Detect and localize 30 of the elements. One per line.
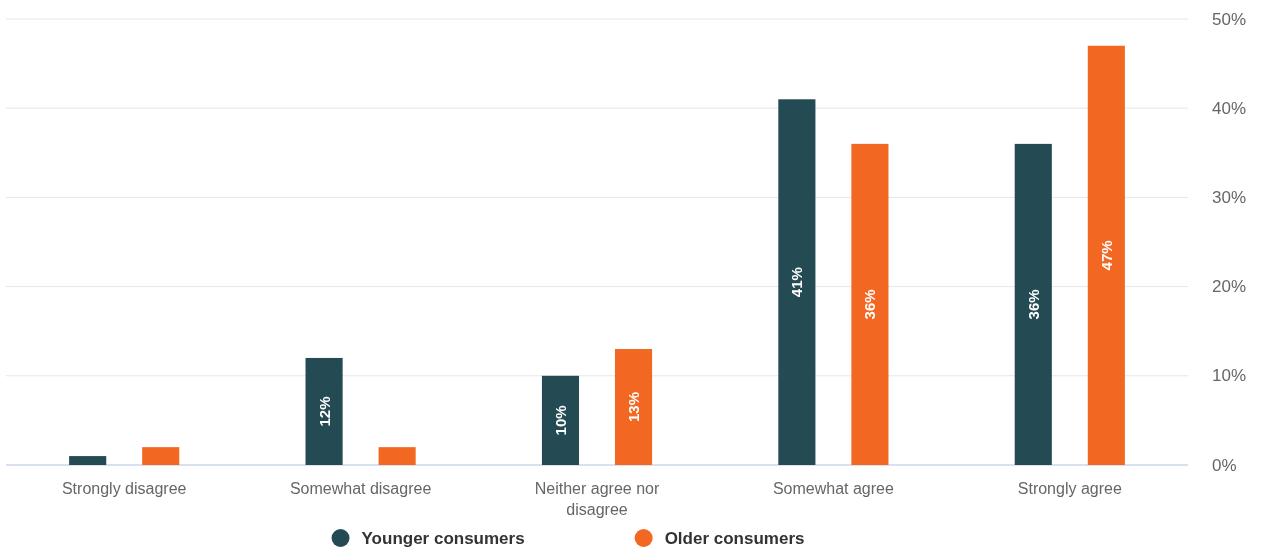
x-tick-label: Somewhat disagree xyxy=(289,480,432,497)
data-label: 36% xyxy=(1024,289,1042,320)
y-tick-label: 40% xyxy=(1212,98,1247,118)
y-tick-label: 30% xyxy=(1212,187,1247,207)
x-tick-label: Neither agree nor disagree xyxy=(534,480,660,518)
data-label: 12% xyxy=(315,396,333,427)
y-tick-label: 20% xyxy=(1212,277,1247,297)
data-label: 47% xyxy=(1097,240,1115,271)
bar xyxy=(142,447,180,465)
bar xyxy=(851,143,889,465)
bar xyxy=(305,357,343,465)
bar xyxy=(1087,45,1125,465)
bar xyxy=(541,375,580,465)
y-tick-label: 50% xyxy=(1212,9,1247,29)
data-label: 13% xyxy=(625,392,643,423)
bar xyxy=(69,456,107,465)
legend-label: Younger consumers xyxy=(361,528,525,548)
bar xyxy=(778,99,816,465)
x-tick-label: Strongly disagree xyxy=(61,480,187,497)
bar xyxy=(1014,143,1052,465)
legend-label: Older consumers xyxy=(664,528,805,548)
y-tick-label: 10% xyxy=(1212,366,1247,386)
data-label: 36% xyxy=(861,289,879,320)
x-tick-label: Somewhat agree xyxy=(772,480,894,497)
bar xyxy=(378,447,416,465)
data-label: 10% xyxy=(551,405,569,436)
bar xyxy=(614,349,653,465)
data-label: 41% xyxy=(788,267,806,298)
y-tick-label: 0% xyxy=(1212,455,1237,475)
x-tick-label: Strongly agree xyxy=(1017,480,1122,497)
